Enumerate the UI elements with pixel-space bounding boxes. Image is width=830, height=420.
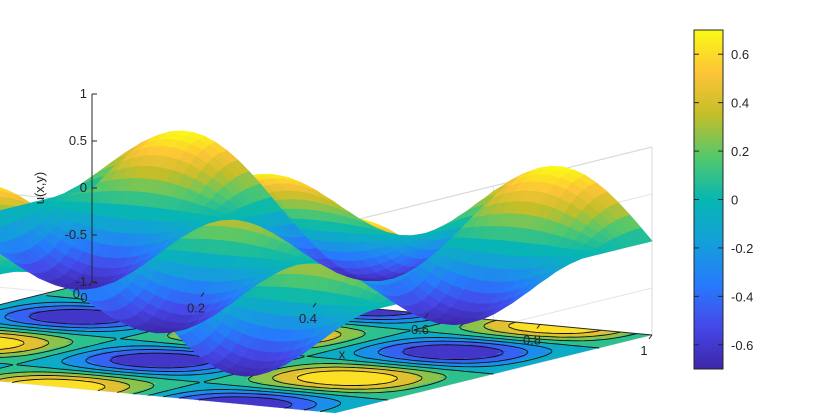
surface-chart-svg: -1-0.500.51u(x,y)00.20.40.60.81x00.51y -… [0,0,830,415]
surface-plot: -1-0.500.51u(x,y)00.20.40.60.81x00.51y -… [0,0,830,415]
